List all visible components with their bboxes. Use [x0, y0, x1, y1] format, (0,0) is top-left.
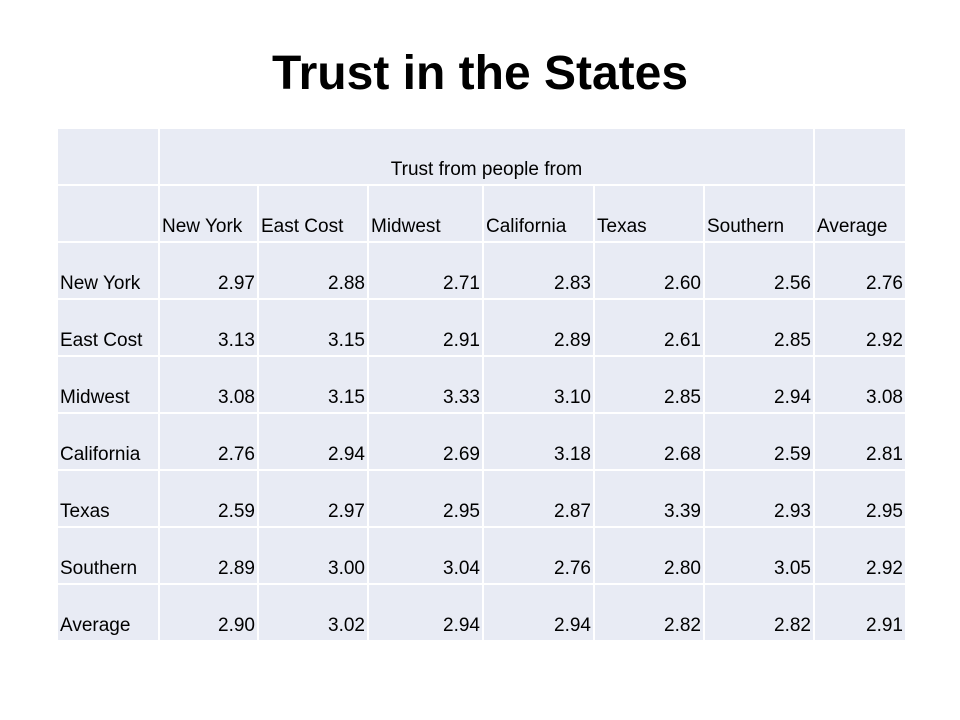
- table-cell: 3.08: [815, 357, 905, 412]
- table-empty-cell: [815, 129, 905, 184]
- table-cell: 3.15: [259, 300, 367, 355]
- table-cell: 2.97: [160, 243, 257, 298]
- table-cell: 2.83: [484, 243, 593, 298]
- column-header: New York: [160, 186, 257, 241]
- row-header: Texas: [58, 471, 158, 526]
- table-cell: 2.71: [369, 243, 482, 298]
- table-cell: 2.69: [369, 414, 482, 469]
- table-cell: 3.05: [705, 528, 813, 583]
- table-cell: 2.94: [369, 585, 482, 640]
- table-cell: 2.82: [705, 585, 813, 640]
- group-header-cell: Trust from people from: [160, 129, 813, 184]
- table-cell: 2.94: [705, 357, 813, 412]
- table-cell: 2.95: [369, 471, 482, 526]
- table-cell: 2.92: [815, 300, 905, 355]
- trust-table: Trust from people from New York East Cos…: [56, 127, 907, 642]
- table-group-header-row: Trust from people from: [58, 129, 905, 184]
- row-header: East Cost: [58, 300, 158, 355]
- row-header: New York: [58, 243, 158, 298]
- column-header: East Cost: [259, 186, 367, 241]
- table-cell: 3.04: [369, 528, 482, 583]
- table-cell: 2.88: [259, 243, 367, 298]
- row-header: Midwest: [58, 357, 158, 412]
- table-row: East Cost 3.13 3.15 2.91 2.89 2.61 2.85 2.92: [58, 300, 905, 355]
- table-cell: 3.00: [259, 528, 367, 583]
- table-cell: 2.94: [484, 585, 593, 640]
- table-cell: 3.02: [259, 585, 367, 640]
- table-cell: 2.94: [259, 414, 367, 469]
- table-cell: 2.76: [160, 414, 257, 469]
- table-cell: 2.82: [595, 585, 703, 640]
- column-header: California: [484, 186, 593, 241]
- table-cell: 2.76: [484, 528, 593, 583]
- column-header: Texas: [595, 186, 703, 241]
- table-cell: 3.08: [160, 357, 257, 412]
- column-header: Midwest: [369, 186, 482, 241]
- table-cell: 2.59: [160, 471, 257, 526]
- table-cell: 3.10: [484, 357, 593, 412]
- column-header: Average: [815, 186, 905, 241]
- table-cell: 2.89: [160, 528, 257, 583]
- row-header: Average: [58, 585, 158, 640]
- table-row: Average 2.90 3.02 2.94 2.94 2.82 2.82 2.91: [58, 585, 905, 640]
- table-cell: 3.39: [595, 471, 703, 526]
- table-cell: 2.91: [815, 585, 905, 640]
- table-cell: 2.95: [815, 471, 905, 526]
- table-cell: 2.90: [160, 585, 257, 640]
- row-header: California: [58, 414, 158, 469]
- table-corner-cell: [58, 186, 158, 241]
- table-column-header-row: New York East Cost Midwest California Te…: [58, 186, 905, 241]
- table-cell: 2.80: [595, 528, 703, 583]
- table-cell: 3.18: [484, 414, 593, 469]
- table-cell: 2.92: [815, 528, 905, 583]
- table-cell: 2.61: [595, 300, 703, 355]
- slide-title: Trust in the States: [271, 47, 689, 100]
- table-row: New York 2.97 2.88 2.71 2.83 2.60 2.56 2.76: [58, 243, 905, 298]
- table-row: Southern 2.89 3.00 3.04 2.76 2.80 3.05 2.92: [58, 528, 905, 583]
- table-cell: 3.15: [259, 357, 367, 412]
- table-row: Midwest 3.08 3.15 3.33 3.10 2.85 2.94 3.08: [58, 357, 905, 412]
- column-header: Southern: [705, 186, 813, 241]
- table-cell: 2.91: [369, 300, 482, 355]
- table-row: California 2.76 2.94 2.69 3.18 2.68 2.59 2.81: [58, 414, 905, 469]
- table-cell: 3.13: [160, 300, 257, 355]
- table-corner-cell: [58, 129, 158, 184]
- table-row: Texas 2.59 2.97 2.95 2.87 3.39 2.93 2.95: [58, 471, 905, 526]
- table-cell: 2.56: [705, 243, 813, 298]
- table-cell: 2.68: [595, 414, 703, 469]
- table-cell: 3.33: [369, 357, 482, 412]
- row-header: Southern: [58, 528, 158, 583]
- table-cell: 2.89: [484, 300, 593, 355]
- table-cell: 2.87: [484, 471, 593, 526]
- table-cell: 2.59: [705, 414, 813, 469]
- table-cell: 2.60: [595, 243, 703, 298]
- table-cell: 2.81: [815, 414, 905, 469]
- table-cell: 2.85: [595, 357, 703, 412]
- table-cell: 2.97: [259, 471, 367, 526]
- table-cell: 2.85: [705, 300, 813, 355]
- table-cell: 2.93: [705, 471, 813, 526]
- table-cell: 2.76: [815, 243, 905, 298]
